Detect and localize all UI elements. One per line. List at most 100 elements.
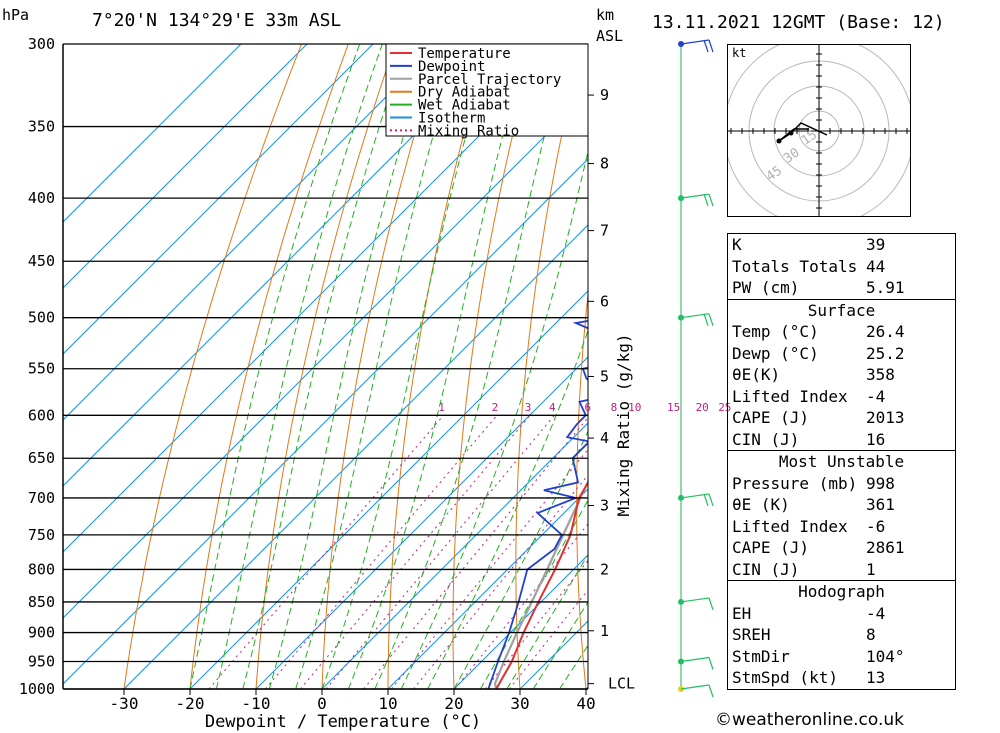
row-label: CIN (J) bbox=[732, 559, 800, 579]
height-tick-label: 1 bbox=[600, 622, 609, 640]
wind-barb bbox=[680, 684, 714, 698]
section-title: Hodograph bbox=[798, 582, 885, 601]
mu-row: Pressure (mb) 998 bbox=[728, 473, 955, 495]
height-tick-label: 6 bbox=[600, 292, 609, 310]
temp-tick-label: 0 bbox=[317, 694, 327, 713]
mu-row: Lifted Index -6 bbox=[728, 516, 955, 538]
row-label: CAPE (J) bbox=[732, 408, 810, 427]
isotherm-line bbox=[63, 44, 242, 223]
copyright-link[interactable]: ©weatheronline.co.uk bbox=[715, 710, 905, 730]
legend-label: Wet Adiabat bbox=[418, 98, 511, 114]
index-label: Totals Totals bbox=[732, 256, 858, 276]
legend-label: Isotherm bbox=[418, 111, 485, 127]
hodograph-unit: kt bbox=[732, 46, 747, 60]
pressure-tick-label: 1000 bbox=[19, 680, 55, 698]
row-value: 1 bbox=[866, 559, 876, 579]
mixing-ratio-line bbox=[390, 448, 588, 689]
hodograph-ring-label: 15 bbox=[799, 127, 820, 148]
temp-tick-label: 40 bbox=[576, 694, 595, 713]
wind-barb-flag bbox=[708, 193, 714, 207]
hodograph-stats-box: Hodograph EH -4 SREH 8 StmDir 104° StmSpd (… bbox=[727, 580, 956, 690]
height-tick-label: 7 bbox=[600, 222, 609, 240]
row-label: SREH bbox=[732, 625, 771, 644]
height-tick-label: 4 bbox=[600, 429, 609, 447]
hodograph-trace bbox=[778, 122, 828, 142]
row-label: StmDir bbox=[732, 646, 790, 666]
isotherm-line bbox=[123, 224, 588, 689]
wind-barb bbox=[680, 493, 714, 507]
wind-barb-shaft bbox=[680, 597, 710, 603]
hodograph-point bbox=[788, 130, 794, 136]
index-label: PW (cm) bbox=[732, 278, 800, 297]
pressure-tick-label: 400 bbox=[28, 189, 55, 207]
isotherm-line bbox=[63, 158, 588, 685]
wind-barb bbox=[680, 193, 714, 207]
row-value: 16 bbox=[866, 429, 886, 449]
pressure-tick-label: 550 bbox=[28, 360, 55, 378]
isotherm-line bbox=[63, 44, 308, 289]
mixing-ratio-label: 8 bbox=[611, 401, 618, 414]
mixing-ratio-line bbox=[325, 415, 555, 689]
mu-row: CAPE (J) 2861 bbox=[728, 537, 955, 559]
row-value: -4 bbox=[866, 386, 886, 406]
row-value: 2861 bbox=[866, 538, 905, 557]
station-location: 7°20'N 134°29'E 33m ASL bbox=[92, 10, 342, 31]
row-value: 13 bbox=[866, 668, 886, 687]
mu-row: CIN (J) 1 bbox=[728, 559, 955, 581]
row-value: 25.2 bbox=[866, 343, 905, 363]
row-label: StmSpd (kt) bbox=[732, 668, 838, 687]
wind-barb-flag bbox=[708, 597, 714, 611]
pressure-tick-label: 800 bbox=[28, 560, 55, 578]
dry-adiabat-line bbox=[123, 44, 302, 689]
row-value: 998 bbox=[866, 473, 895, 493]
height-tick-label: 5 bbox=[600, 367, 609, 385]
pressure-tick-label: 350 bbox=[28, 118, 55, 136]
pressure-tick-label: 700 bbox=[28, 489, 55, 507]
mixing-ratio-label: 4 bbox=[549, 401, 556, 414]
dry-adiabat-line bbox=[693, 44, 723, 689]
mixing-ratio-label: 20 bbox=[696, 401, 709, 414]
index-row-k: K 39 bbox=[728, 234, 955, 256]
hodograph-ring-label: 30 bbox=[781, 145, 802, 166]
pressure-tick-label: 750 bbox=[28, 526, 55, 544]
indices-box: K 39 Totals Totals 44 PW (cm) 5.91 bbox=[727, 233, 956, 300]
row-value: 361 bbox=[866, 495, 895, 514]
row-value: -6 bbox=[866, 516, 886, 536]
row-value: -4 bbox=[866, 603, 886, 623]
section-title: Most Unstable bbox=[778, 452, 905, 471]
isotherm-line bbox=[387, 488, 588, 689]
index-value: 5.91 bbox=[866, 278, 905, 297]
hodo-row: StmDir 104° bbox=[728, 646, 955, 668]
isotherm-line bbox=[63, 44, 374, 355]
temp-tick-label: 30 bbox=[510, 694, 529, 713]
temp-tick-label: -30 bbox=[110, 694, 139, 713]
mixing-ratio-label: 3 bbox=[525, 401, 532, 414]
wind-barb bbox=[680, 313, 714, 326]
row-label: EH bbox=[732, 603, 752, 623]
wind-barb-flag bbox=[703, 193, 709, 207]
row-label: θE(K) bbox=[732, 365, 781, 384]
dry-adiabat-line bbox=[452, 44, 536, 689]
row-value: 104° bbox=[866, 646, 905, 666]
pressure-tick-label: 650 bbox=[28, 449, 55, 467]
row-label: Lifted Index bbox=[732, 516, 848, 536]
wet-adiabat-line bbox=[295, 44, 461, 689]
hodograph-ring-label: 45 bbox=[764, 163, 785, 184]
most-unstable-box: Most Unstable Pressure (mb) 998 θE (K) 361… bbox=[727, 450, 956, 581]
isotherm-line bbox=[255, 356, 588, 689]
wind-barb-flag bbox=[708, 657, 714, 670]
index-label: K bbox=[732, 235, 742, 254]
wind-barb-shaft bbox=[680, 684, 710, 690]
mixing-ratio-label: 10 bbox=[628, 401, 641, 414]
legend-label: Temperature bbox=[418, 46, 511, 62]
mixing-ratio-line bbox=[208, 415, 444, 689]
isotherm-line bbox=[321, 422, 588, 689]
isotherm-line bbox=[453, 554, 588, 689]
surface-row: CIN (J) 16 bbox=[728, 429, 955, 451]
legend-label: Dry Adiabat bbox=[418, 85, 511, 101]
wet-adiabat-line bbox=[453, 430, 588, 689]
height-tick-label: 3 bbox=[600, 497, 609, 515]
temp-tick-label: 20 bbox=[444, 694, 463, 713]
section-title: Surface bbox=[807, 300, 876, 320]
hodograph-point bbox=[776, 138, 782, 144]
